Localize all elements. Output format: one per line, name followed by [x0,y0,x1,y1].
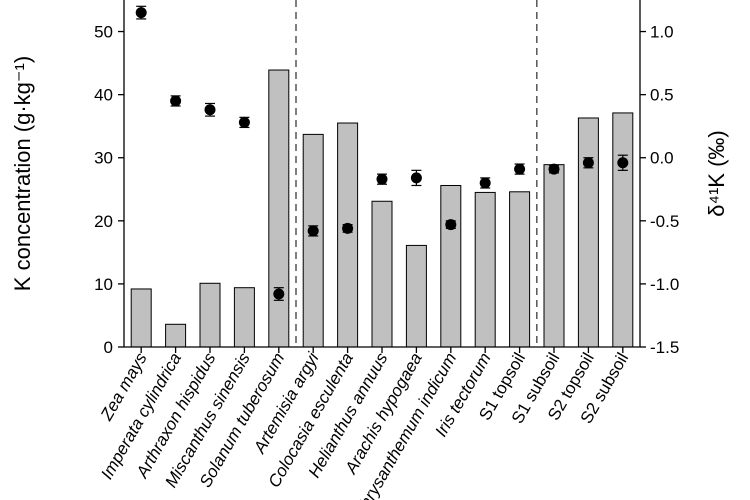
left-tick-label-2: 10 [94,275,113,294]
bar-14 [577,117,599,348]
right-tick-label-4: 0.0 [650,149,674,168]
left-tick-label-3: 20 [94,212,113,231]
bar-1 [130,288,152,348]
point-4 [238,116,250,128]
point-2 [170,95,182,107]
bar-13 [543,164,565,348]
point-15 [617,157,629,169]
right-tick-label-1: -1.5 [650,338,679,357]
left-tick-label-1: 0 [104,338,113,357]
point-3 [204,104,216,116]
bar-8 [371,200,393,348]
point-1 [135,7,147,19]
bar-5 [268,69,290,348]
right-axis-title: δ⁴¹K (‰) [704,130,729,216]
point-10 [445,219,457,231]
left-tick-label-5: 40 [94,86,113,105]
point-12 [514,163,526,175]
bar-7 [337,122,359,348]
bar-10 [440,184,462,348]
bar-11 [474,191,496,348]
right-tick-label-3: -0.5 [650,212,679,231]
right-tick-label-6: 1.0 [650,23,674,42]
bar-12 [509,191,531,348]
point-13 [548,163,560,175]
bar-2 [165,323,187,348]
left-tick-label-6: 50 [94,23,113,42]
right-tick-label-2: -1.0 [650,275,679,294]
point-7 [342,222,354,234]
left-tick-label-4: 30 [94,149,113,168]
point-5 [273,288,285,300]
right-tick-label-5: 0.5 [650,86,674,105]
point-8 [376,173,388,185]
point-11 [479,177,491,189]
point-6 [307,225,319,237]
point-14 [582,157,594,169]
bar-6 [302,133,324,348]
left-axis-title: K concentration (g·kg⁻¹) [10,56,35,291]
point-9 [410,172,422,184]
bar-4 [233,287,255,348]
bar-3 [199,282,221,348]
bar-15 [612,112,634,348]
bar-9 [405,244,427,348]
